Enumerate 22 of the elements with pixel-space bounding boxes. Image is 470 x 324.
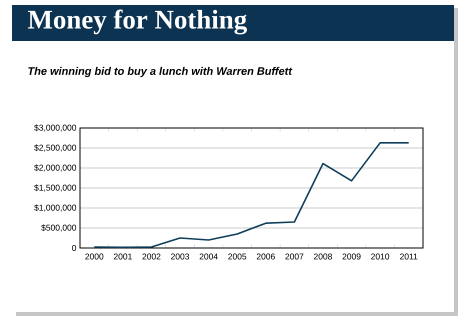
x-tick-label: 2011 — [400, 254, 418, 260]
x-tick-label: 2004 — [200, 254, 218, 260]
y-tick-label: 0 — [72, 245, 76, 251]
chart-title: Money for Nothing — [28, 10, 247, 34]
y-tick-label: $2,000,000 — [34, 164, 76, 172]
x-tick-label: 2008 — [314, 254, 332, 260]
y-tick-label: $1,000,000 — [34, 204, 76, 212]
y-tick-label: $3,000,000 — [34, 124, 76, 132]
x-tick-label: 2005 — [228, 254, 246, 260]
chart-subtitle: The winning bid to buy a lunch with Warren Buffett — [28, 66, 292, 78]
y-tick-label: $1,500,000 — [34, 184, 76, 192]
line-series — [93, 142, 410, 248]
y-tick-label: $500,000 — [41, 224, 76, 232]
y-tick-label: $2,500,000 — [34, 144, 76, 152]
x-tick-label: 2003 — [171, 254, 190, 260]
x-tick-label: 2009 — [342, 254, 361, 260]
x-tick-label: 2002 — [142, 254, 160, 260]
x-tick-label: 2000 — [85, 254, 104, 260]
x-tick-label: 2010 — [371, 254, 390, 260]
x-tick-label: 2006 — [256, 254, 275, 260]
x-tick-label: 2007 — [285, 254, 304, 260]
x-tick-label: 2001 — [114, 254, 132, 260]
